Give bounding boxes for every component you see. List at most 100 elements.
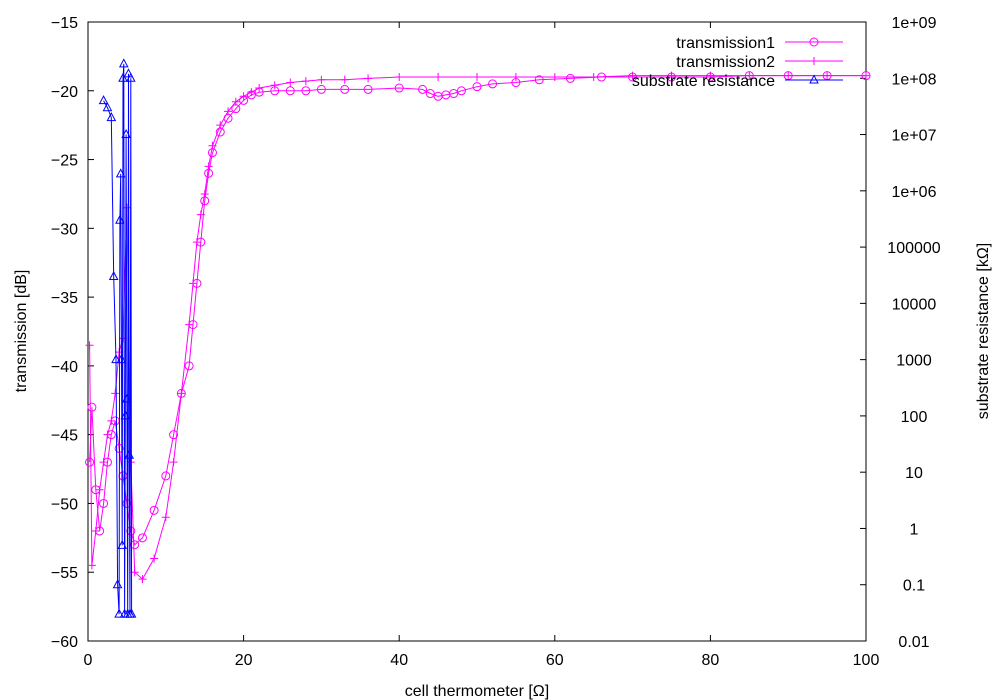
data-point xyxy=(809,37,819,47)
data-point xyxy=(87,561,96,570)
y-tick-label: −25 xyxy=(51,153,78,170)
y-tick-label: −30 xyxy=(51,221,78,238)
x-tick-label: 60 xyxy=(546,652,564,669)
data-point xyxy=(106,112,117,122)
y2-tick-label: 1 xyxy=(910,521,919,538)
series-transmission1 xyxy=(85,71,871,550)
data-point xyxy=(137,533,147,543)
x-tick-label: 20 xyxy=(235,652,253,669)
data-point xyxy=(550,73,559,82)
data-point xyxy=(118,58,129,68)
data-point xyxy=(115,168,126,178)
data-point xyxy=(745,71,754,80)
data-point xyxy=(102,102,113,112)
y2-tick-label: 1000 xyxy=(896,353,932,370)
y-tick-label: −60 xyxy=(51,634,78,651)
data-point xyxy=(270,81,279,90)
data-point xyxy=(784,71,793,80)
data-point xyxy=(192,238,201,247)
data-point xyxy=(125,72,136,82)
data-point xyxy=(340,75,349,84)
data-point xyxy=(809,74,819,84)
legend: transmission1 transmission2 substrate resi… xyxy=(632,35,843,90)
y2-tick-label: 1e+06 xyxy=(892,184,937,201)
legend-label: substrate resistance xyxy=(632,73,775,90)
data-point xyxy=(434,73,443,82)
plot-frame xyxy=(87,21,867,642)
y2-tick-label: 100000 xyxy=(887,240,940,257)
data-point xyxy=(317,75,326,84)
y2-tick-label: 10 xyxy=(905,465,923,482)
data-point xyxy=(126,608,137,618)
series-transmission2 xyxy=(85,71,870,584)
y-tick-label: −15 xyxy=(51,15,78,32)
data-point xyxy=(589,73,598,82)
y2-tick-label: 1e+08 xyxy=(892,71,937,88)
legend-label: transmission1 xyxy=(676,35,775,52)
data-point xyxy=(449,89,459,99)
data-point xyxy=(184,361,194,371)
data-point xyxy=(511,73,520,82)
data-point xyxy=(473,73,481,82)
data-point xyxy=(112,579,123,589)
y-tick-label: −55 xyxy=(51,565,78,582)
data-point xyxy=(239,92,248,101)
data-point xyxy=(285,86,295,96)
x-tick-label: 100 xyxy=(853,652,880,669)
series-substrate-resistance xyxy=(98,58,137,618)
data-point xyxy=(667,71,676,80)
data-point xyxy=(121,128,131,139)
data-point xyxy=(456,86,466,96)
data-point xyxy=(185,320,194,329)
data-point xyxy=(364,74,373,83)
data-point xyxy=(363,84,373,94)
data-point xyxy=(91,526,100,535)
data-point xyxy=(103,430,112,439)
series-line xyxy=(89,75,866,580)
y-tick-label: −45 xyxy=(51,428,78,445)
x-axis: 0 20 40 60 80 100 xyxy=(84,22,880,669)
data-point xyxy=(472,82,482,92)
data-point xyxy=(114,608,124,618)
data-point xyxy=(115,214,125,224)
data-point xyxy=(122,393,132,403)
x-tick-label: 0 xyxy=(84,652,93,669)
data-point xyxy=(488,79,498,89)
data-point xyxy=(161,471,171,481)
y2-tick-label: 1e+09 xyxy=(892,15,937,32)
series-line xyxy=(103,63,133,615)
data-point xyxy=(177,389,186,398)
data-point xyxy=(117,539,128,549)
data-point xyxy=(340,84,350,94)
data-point xyxy=(169,430,179,440)
data-point xyxy=(565,73,575,83)
data-point xyxy=(150,554,159,563)
y2-tick-label: 0.01 xyxy=(898,634,929,651)
data-point xyxy=(208,141,217,150)
data-point xyxy=(301,86,311,96)
data-point xyxy=(118,72,128,82)
data-point xyxy=(425,89,435,99)
x-tick-label: 80 xyxy=(702,652,720,669)
data-point xyxy=(98,95,109,105)
data-point xyxy=(138,575,147,584)
data-point xyxy=(200,189,209,198)
y-axis-label: transmission [dB] xyxy=(13,270,30,393)
data-point xyxy=(189,279,198,288)
data-point xyxy=(120,410,131,420)
y-axis-right: 0.01 0.1 1 10 100 1000 10000 100000 1e+06 1e+07 1e… xyxy=(860,15,941,651)
y-tick-label: −50 xyxy=(51,496,78,513)
data-point xyxy=(231,97,240,106)
data-point xyxy=(161,513,170,522)
data-point xyxy=(204,162,213,171)
data-point xyxy=(87,402,97,412)
data-point xyxy=(123,68,134,78)
data-point xyxy=(108,270,119,281)
legend-label: transmission2 xyxy=(676,54,775,71)
data-point xyxy=(810,57,818,65)
data-point xyxy=(126,526,136,536)
data-point xyxy=(85,457,95,467)
data-point xyxy=(111,354,121,364)
x-tick-label: 40 xyxy=(390,652,408,669)
data-point xyxy=(196,210,205,219)
